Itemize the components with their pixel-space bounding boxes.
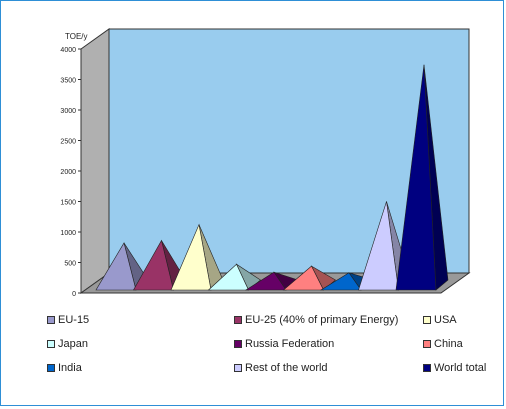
- pyramid-9: [395, 64, 437, 291]
- y-tick-label: 3500: [60, 78, 76, 85]
- y-tick-label: 2500: [60, 139, 76, 146]
- y-tick-label: 2000: [60, 169, 76, 176]
- y-tick-label: 1500: [60, 200, 76, 207]
- y-tick-label: 3000: [60, 108, 76, 115]
- pyramid-4: [207, 263, 249, 291]
- side-wall: [80, 28, 110, 294]
- y-tick-label: 1000: [60, 230, 76, 237]
- pyramid-2: [132, 239, 174, 291]
- pyramid-3: [170, 223, 212, 291]
- pyramid-8: [358, 201, 399, 291]
- pyramid-6: [282, 265, 324, 291]
- y-tick-label: 500: [64, 261, 76, 268]
- y-tick-label: 0: [72, 291, 76, 298]
- pyramid-1: [95, 242, 137, 291]
- pyramid-7: [319, 272, 362, 291]
- pyramid-5: [244, 271, 287, 291]
- y-axis-label: TOE/y: [65, 32, 88, 41]
- y-tick-label: 4000: [60, 47, 76, 54]
